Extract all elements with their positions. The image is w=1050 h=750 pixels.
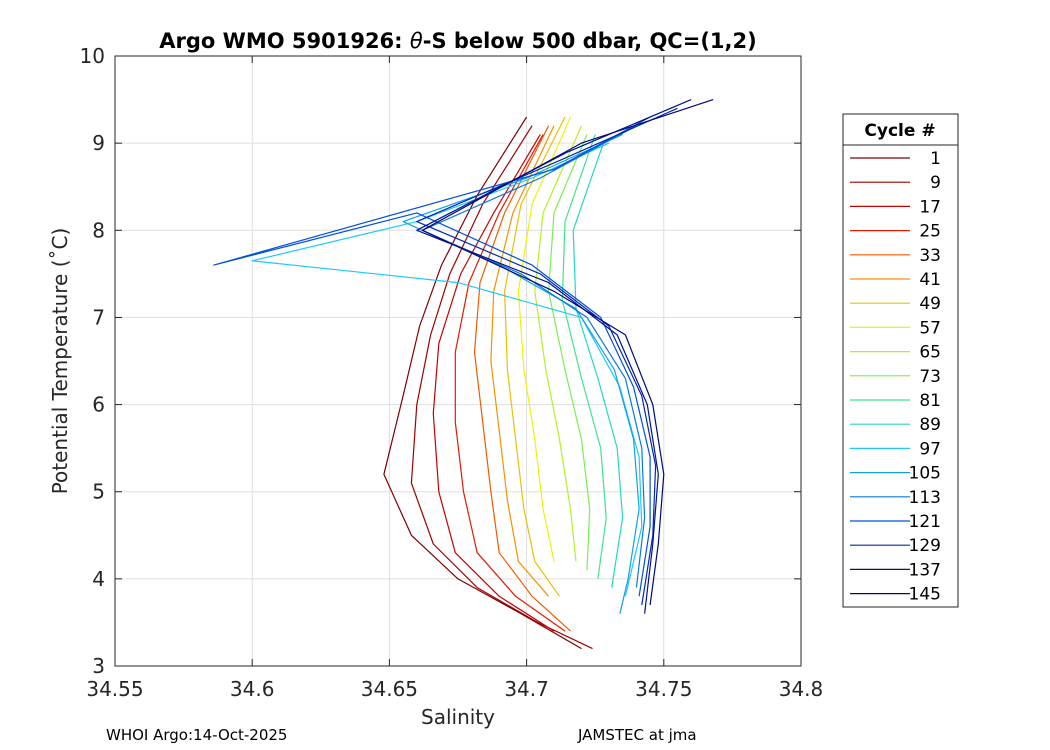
legend-label-105: 105 bbox=[909, 464, 941, 484]
y-tick-label: 7 bbox=[92, 305, 105, 329]
y-axis-label: Potential Temperature (˚C) bbox=[48, 228, 72, 495]
series-layer bbox=[213, 99, 714, 650]
legend-title: Cycle # bbox=[864, 121, 935, 141]
series-line-cycle-73 bbox=[548, 134, 591, 571]
legend-label-73: 73 bbox=[919, 367, 941, 387]
tick-layer: 34.55 34.6 34.65 34.7 34.75 34.8 3 4 5 6 7 8 9 10 bbox=[80, 44, 824, 701]
y-tick-label: 3 bbox=[92, 654, 105, 678]
series-line-cycle-65 bbox=[534, 125, 583, 562]
series-line-cycle-33 bbox=[473, 125, 571, 632]
legend-label-41: 41 bbox=[919, 270, 941, 290]
series-line-cycle-17 bbox=[432, 134, 555, 632]
legend-label-57: 57 bbox=[919, 318, 941, 338]
y-tick-label: 10 bbox=[80, 44, 105, 68]
series-line-cycle-121 bbox=[213, 116, 651, 597]
legend: Cycle # 1 9 17 25 33 41 49 57 65 73 81 89 97 105 113 12… bbox=[842, 113, 959, 608]
y-tick-label: 4 bbox=[92, 567, 105, 591]
series-line-cycle-25 bbox=[454, 134, 566, 632]
series-line-cycle-113 bbox=[421, 125, 646, 588]
legend-label-113: 113 bbox=[909, 488, 941, 508]
x-tick-label: 34.65 bbox=[361, 677, 418, 701]
legend-label-49: 49 bbox=[919, 294, 941, 314]
series-line-cycle-89 bbox=[572, 142, 624, 588]
y-tick-label: 8 bbox=[92, 218, 105, 242]
x-axis-label: Salinity bbox=[421, 705, 495, 729]
series-line-cycle-97 bbox=[251, 142, 643, 597]
plot-frame bbox=[114, 55, 802, 667]
legend-label-89: 89 bbox=[919, 415, 941, 435]
grid-layer bbox=[115, 56, 801, 666]
chart-title: Argo WMO 5901926: θ-S below 500 dbar, QC… bbox=[159, 29, 756, 53]
x-tick-label: 34.75 bbox=[635, 677, 692, 701]
series-line-cycle-49 bbox=[504, 116, 566, 597]
series-line-cycle-105 bbox=[402, 133, 640, 614]
legend-label-121: 121 bbox=[909, 512, 941, 532]
footer-right-text: JAMSTEC at jma bbox=[578, 726, 697, 744]
legend-label-9: 9 bbox=[930, 173, 941, 193]
legend-box bbox=[842, 113, 959, 608]
x-tick-label: 34.55 bbox=[86, 677, 143, 701]
y-tick-label: 9 bbox=[92, 131, 105, 155]
footer-left-text: WHOI Argo:14-Oct-2025 bbox=[106, 726, 288, 744]
x-tick-label: 34.8 bbox=[779, 677, 824, 701]
x-tick-label: 34.7 bbox=[504, 677, 549, 701]
legend-label-81: 81 bbox=[919, 391, 941, 411]
legend-label-145: 145 bbox=[909, 585, 941, 605]
series-line-cycle-137 bbox=[416, 99, 692, 614]
legend-label-25: 25 bbox=[919, 222, 941, 242]
y-tick-label: 5 bbox=[92, 480, 105, 504]
legend-label-129: 129 bbox=[909, 536, 941, 556]
legend-label-137: 137 bbox=[909, 560, 941, 580]
legend-entries: 1 9 17 25 33 41 49 57 65 73 81 89 97 105 113 121 129 137 1… bbox=[850, 149, 941, 605]
legend-label-65: 65 bbox=[919, 343, 941, 363]
series-line-cycle-41 bbox=[490, 125, 555, 597]
series-line-cycle-145 bbox=[421, 99, 714, 606]
legend-label-17: 17 bbox=[919, 197, 941, 217]
series-line-cycle-81 bbox=[561, 134, 607, 579]
x-tick-label: 34.6 bbox=[230, 677, 275, 701]
legend-label-1: 1 bbox=[930, 149, 941, 169]
series-line-cycle-1 bbox=[383, 116, 582, 650]
y-tick-label: 6 bbox=[92, 393, 105, 417]
series-line-cycle-57 bbox=[517, 116, 572, 562]
legend-label-33: 33 bbox=[919, 246, 941, 266]
legend-label-97: 97 bbox=[919, 439, 941, 459]
series-line-cycle-9 bbox=[410, 125, 593, 650]
